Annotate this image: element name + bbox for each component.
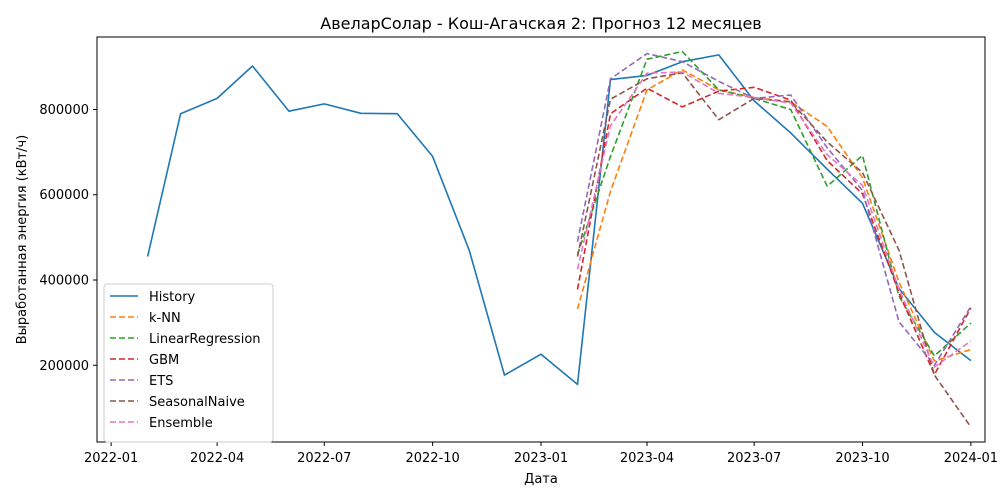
series-line-history (146, 54, 972, 386)
x-tick-label: 2023-10 (835, 451, 889, 466)
x-tick-label: 2023-04 (620, 451, 674, 466)
x-tick-label: 2022-04 (190, 451, 244, 466)
series-layer (146, 50, 972, 428)
x-tick-label: 2023-01 (514, 451, 568, 466)
series-line-ets (576, 52, 972, 367)
legend-frame (103, 283, 274, 443)
y-axis: 200000 400000 600000 800000 (39, 103, 97, 374)
chart-title: АвеларСолар - Кош-Агачская 2: Прогноз 12… (320, 14, 761, 33)
series-line-k-nn (576, 69, 972, 362)
legend-label: Ensemble (149, 416, 213, 431)
x-axis-label: Дата (524, 472, 558, 487)
x-tick-label: 2024-01 (944, 451, 998, 466)
y-tick-label: 600000 (39, 188, 89, 203)
x-tick-label: 2022-01 (84, 451, 138, 466)
legend-label: LinearRegression (149, 332, 261, 347)
y-tick-label: 200000 (39, 359, 89, 374)
legend-label: History (149, 290, 196, 305)
legend-label: GBM (149, 353, 179, 368)
legend-label: SeasonalNaive (149, 395, 245, 410)
legend-label: k-NN (149, 311, 181, 326)
x-tick-label: 2022-10 (405, 451, 459, 466)
x-tick-label: 2023-07 (727, 451, 781, 466)
legend-label: ETS (149, 374, 173, 389)
y-axis-label: Выработанная энергия (кВт/ч) (15, 135, 30, 345)
y-tick-label: 400000 (39, 274, 89, 289)
y-tick-label: 800000 (39, 103, 89, 118)
x-tick-label: 2022-07 (297, 451, 351, 466)
series-line-gbm (576, 86, 972, 376)
series-line-ensemble (576, 71, 972, 368)
legend: History k-NN LinearRegression GBM ETS Seasona… (103, 283, 274, 443)
x-axis: 2022-01 2022-04 2022-07 2022-10 2023-01 2023-… (84, 442, 998, 466)
